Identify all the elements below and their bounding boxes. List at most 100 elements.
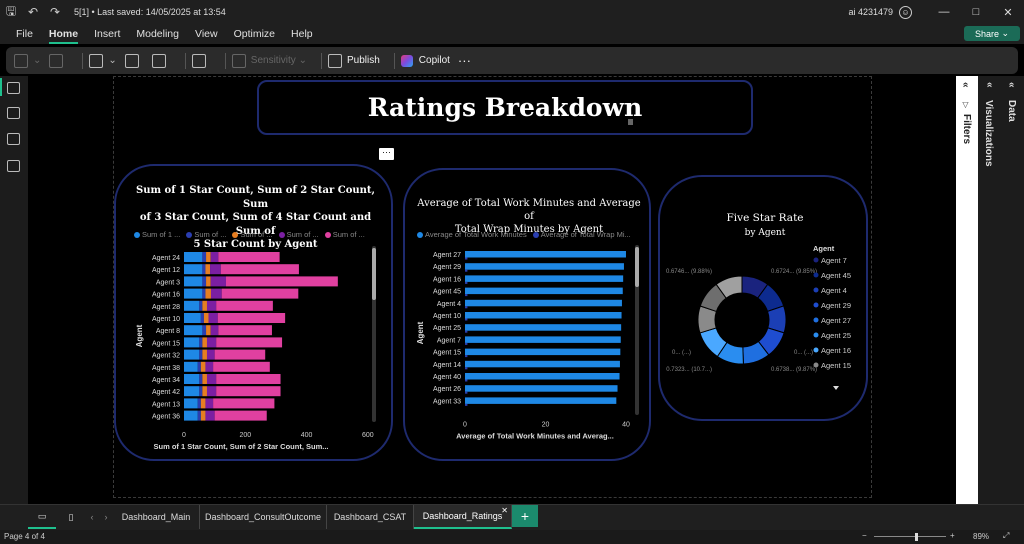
category-label: Agent 16 — [152, 292, 180, 299]
legend-item[interactable]: Sum of ... — [186, 230, 226, 239]
bar-segment — [210, 288, 222, 299]
filters-pane-label[interactable]: « — [960, 82, 971, 88]
filters-pane[interactable] — [956, 76, 978, 504]
legend-item[interactable]: Sum of ... — [324, 230, 365, 239]
filters-label[interactable]: Filters — [961, 114, 972, 145]
undo-icon[interactable]: ↶ — [27, 5, 39, 19]
table-view-icon[interactable] — [7, 107, 20, 119]
minimize-icon[interactable]: — — [938, 6, 950, 18]
user-name: ai 4231479 — [848, 7, 893, 17]
model-view-icon[interactable] — [7, 133, 20, 145]
legend-label: Agent 4 — [821, 286, 847, 295]
close-icon[interactable]: ✕ — [1003, 6, 1013, 19]
avatar[interactable]: ☺ — [899, 5, 912, 19]
save-icon[interactable]: 🖫 — [5, 3, 17, 18]
close-tab-icon[interactable]: ✕ — [501, 506, 508, 515]
bar-segment — [184, 288, 203, 299]
transform-button[interactable] — [124, 47, 144, 74]
zoom-slider[interactable] — [874, 536, 946, 537]
chart-title: Average of Total Work Minutes and Averag… — [413, 197, 645, 236]
menu-home[interactable]: Home — [48, 24, 79, 44]
legend-dot — [532, 232, 539, 239]
legend-item[interactable]: Sum of 1 ... — [134, 230, 180, 239]
tab-dashboard-ratings[interactable]: Dashboard_Ratings ✕ — [414, 505, 512, 529]
bar-segment — [197, 398, 201, 409]
menu-help[interactable]: Help — [291, 28, 313, 40]
menu-view[interactable]: View — [195, 28, 218, 40]
work-minutes-chart-card[interactable]: Average of Total Work Minutes and Averag… — [403, 168, 651, 461]
bar-segment — [205, 398, 214, 409]
paste-button[interactable]: ⌄ — [14, 47, 41, 74]
publish-label: Publish — [346, 55, 380, 66]
report-view-icon[interactable] — [7, 82, 20, 94]
five-star-rate-card[interactable]: Five Star Rate by Agent 0.6746... (9.88%… — [658, 175, 868, 421]
sensitivity-button[interactable]: Sensitivity ⌄ — [231, 47, 307, 74]
legend-item[interactable]: Sum of ... — [232, 230, 273, 239]
publish-button[interactable]: Publish — [327, 47, 380, 74]
share-button[interactable]: Share ⌄ — [964, 26, 1020, 41]
bar-segment — [206, 276, 211, 287]
desktop-view-icon[interactable]: ▭ — [28, 505, 56, 529]
tab-dashboard-consultoutcome[interactable]: Dashboard_ConsultOutcome — [200, 505, 327, 529]
work-minutes-bar-chart[interactable]: Agent 27 Agent 29 Agent 16 Agent 45 Agent 4 A… — [405, 245, 649, 455]
more-options-icon[interactable]: ··· — [379, 148, 394, 160]
bar-wrap-minutes — [465, 367, 468, 370]
tab-label: Dashboard_Ratings — [422, 511, 503, 521]
menu-optimize[interactable]: Optimize — [233, 28, 276, 40]
bar-segment — [206, 386, 217, 397]
new-visual-button[interactable] — [151, 47, 171, 74]
add-page-button[interactable]: + — [512, 505, 538, 527]
zoom-out-icon[interactable]: − — [862, 531, 867, 540]
redo-icon[interactable]: ↷ — [49, 5, 61, 19]
bar-segment — [202, 288, 206, 299]
five-star-rate-donut[interactable]: 0.6746... (9.88%) 0.6724... (9.85%) 0... (… — [660, 239, 868, 419]
menu-modeling[interactable]: Modeling — [136, 28, 179, 40]
fit-page-icon[interactable]: ⤢ — [1003, 531, 1010, 540]
mobile-view-icon[interactable]: ▯ — [68, 511, 74, 522]
category-label: Agent 40 — [433, 374, 461, 381]
legend-label: Agent 45 — [821, 271, 851, 280]
get-data-button[interactable]: ⌄ — [89, 47, 117, 74]
menu-file[interactable]: File — [16, 28, 33, 40]
data-collapse-icon[interactable]: « — [1006, 82, 1017, 88]
bar-segment — [218, 252, 280, 262]
ribbon-divider — [224, 52, 226, 69]
dax-query-view-icon[interactable] — [7, 160, 20, 172]
zoom-level[interactable]: 89% — [973, 532, 990, 541]
chart-title-line: Sum of 1 Star Count, Sum of 2 Star Count… — [135, 185, 376, 210]
legend-item[interactable]: Average of Total Wrap Mi... — [532, 230, 631, 239]
zoom-in-icon[interactable]: + — [950, 531, 955, 540]
more-options-button[interactable]: ··· — [458, 47, 471, 74]
legend-item[interactable]: Average of Total Work Minutes — [417, 230, 527, 239]
calculator-button[interactable] — [191, 47, 211, 74]
scroll-right-icon[interactable]: › — [104, 512, 108, 522]
star-count-chart-card[interactable]: Sum of 1 Star Count, Sum of 2 Star Count… — [114, 164, 393, 461]
legend-dot — [813, 287, 819, 293]
chart-title: Sum of 1 Star Count, Sum of 2 Star Count… — [126, 184, 385, 252]
visualizations-collapse-icon[interactable]: « — [984, 82, 995, 88]
tab-dashboard-main[interactable]: Dashboard_Main — [113, 505, 200, 529]
scroll-left-icon[interactable]: ‹ — [90, 512, 94, 522]
active-indicator — [0, 78, 2, 96]
document-title[interactable]: 5[1] • Last saved: 14/05/2025 at 13:54 — [74, 7, 226, 17]
star-count-bar-chart[interactable]: Agent 24 Agent 12 Agent 3 Agent 16 Agent 28 A… — [116, 246, 391, 456]
category-label: Agent 14 — [433, 362, 461, 369]
data-pane-label[interactable]: Data — [1006, 100, 1017, 122]
title-card[interactable]: Ratings Breakdown — [257, 80, 753, 135]
format-painter-button[interactable] — [49, 47, 68, 74]
menu-insert[interactable]: Insert — [94, 28, 121, 40]
zoom-slider-thumb[interactable] — [915, 533, 918, 541]
legend-label: Average of Total Work Minutes — [425, 230, 527, 239]
maximize-icon[interactable]: □ — [972, 6, 980, 18]
chart-legend: Average of Total Work Minutes Average of… — [417, 230, 637, 239]
copilot-button[interactable]: Copilot — [400, 47, 450, 74]
bar-work-minutes — [465, 336, 621, 343]
resize-handle[interactable] — [628, 119, 633, 125]
clipboard-icon — [14, 53, 28, 68]
tab-dashboard-csat[interactable]: Dashboard_CSAT — [327, 505, 414, 529]
copilot-icon — [400, 54, 413, 67]
visualizations-pane-label[interactable]: Visualizations — [983, 100, 994, 167]
legend-item[interactable]: Sum of ... — [278, 230, 319, 239]
bar-segment — [216, 386, 281, 397]
bar-segment — [210, 325, 219, 336]
